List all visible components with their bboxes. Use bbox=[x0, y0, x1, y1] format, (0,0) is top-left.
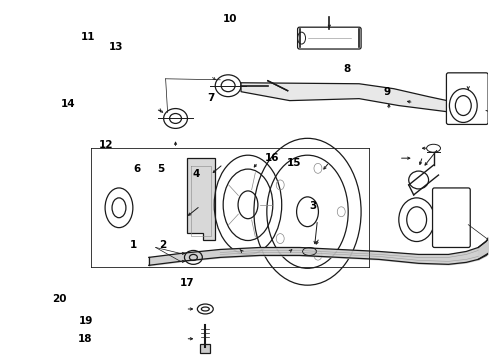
Text: 10: 10 bbox=[223, 14, 238, 23]
FancyBboxPatch shape bbox=[446, 73, 488, 125]
Text: 9: 9 bbox=[383, 87, 391, 98]
Text: 11: 11 bbox=[81, 32, 96, 42]
Text: 14: 14 bbox=[61, 99, 75, 109]
Polygon shape bbox=[241, 83, 456, 113]
Text: 18: 18 bbox=[78, 334, 93, 344]
Text: 5: 5 bbox=[157, 164, 164, 174]
Text: 16: 16 bbox=[265, 153, 279, 163]
Polygon shape bbox=[200, 344, 210, 353]
FancyBboxPatch shape bbox=[297, 27, 361, 49]
Text: 13: 13 bbox=[109, 42, 123, 52]
Text: 7: 7 bbox=[207, 93, 215, 103]
Text: 8: 8 bbox=[343, 64, 351, 73]
Text: 17: 17 bbox=[179, 278, 194, 288]
Text: 2: 2 bbox=[159, 240, 166, 250]
Polygon shape bbox=[188, 158, 215, 239]
Text: 15: 15 bbox=[286, 158, 301, 168]
Text: 19: 19 bbox=[78, 316, 93, 326]
Text: 1: 1 bbox=[129, 240, 137, 250]
Text: 20: 20 bbox=[52, 294, 67, 303]
Text: 6: 6 bbox=[133, 164, 141, 174]
FancyBboxPatch shape bbox=[433, 188, 470, 247]
Text: 12: 12 bbox=[99, 140, 114, 150]
Text: 4: 4 bbox=[193, 168, 200, 179]
Text: 3: 3 bbox=[310, 201, 317, 211]
